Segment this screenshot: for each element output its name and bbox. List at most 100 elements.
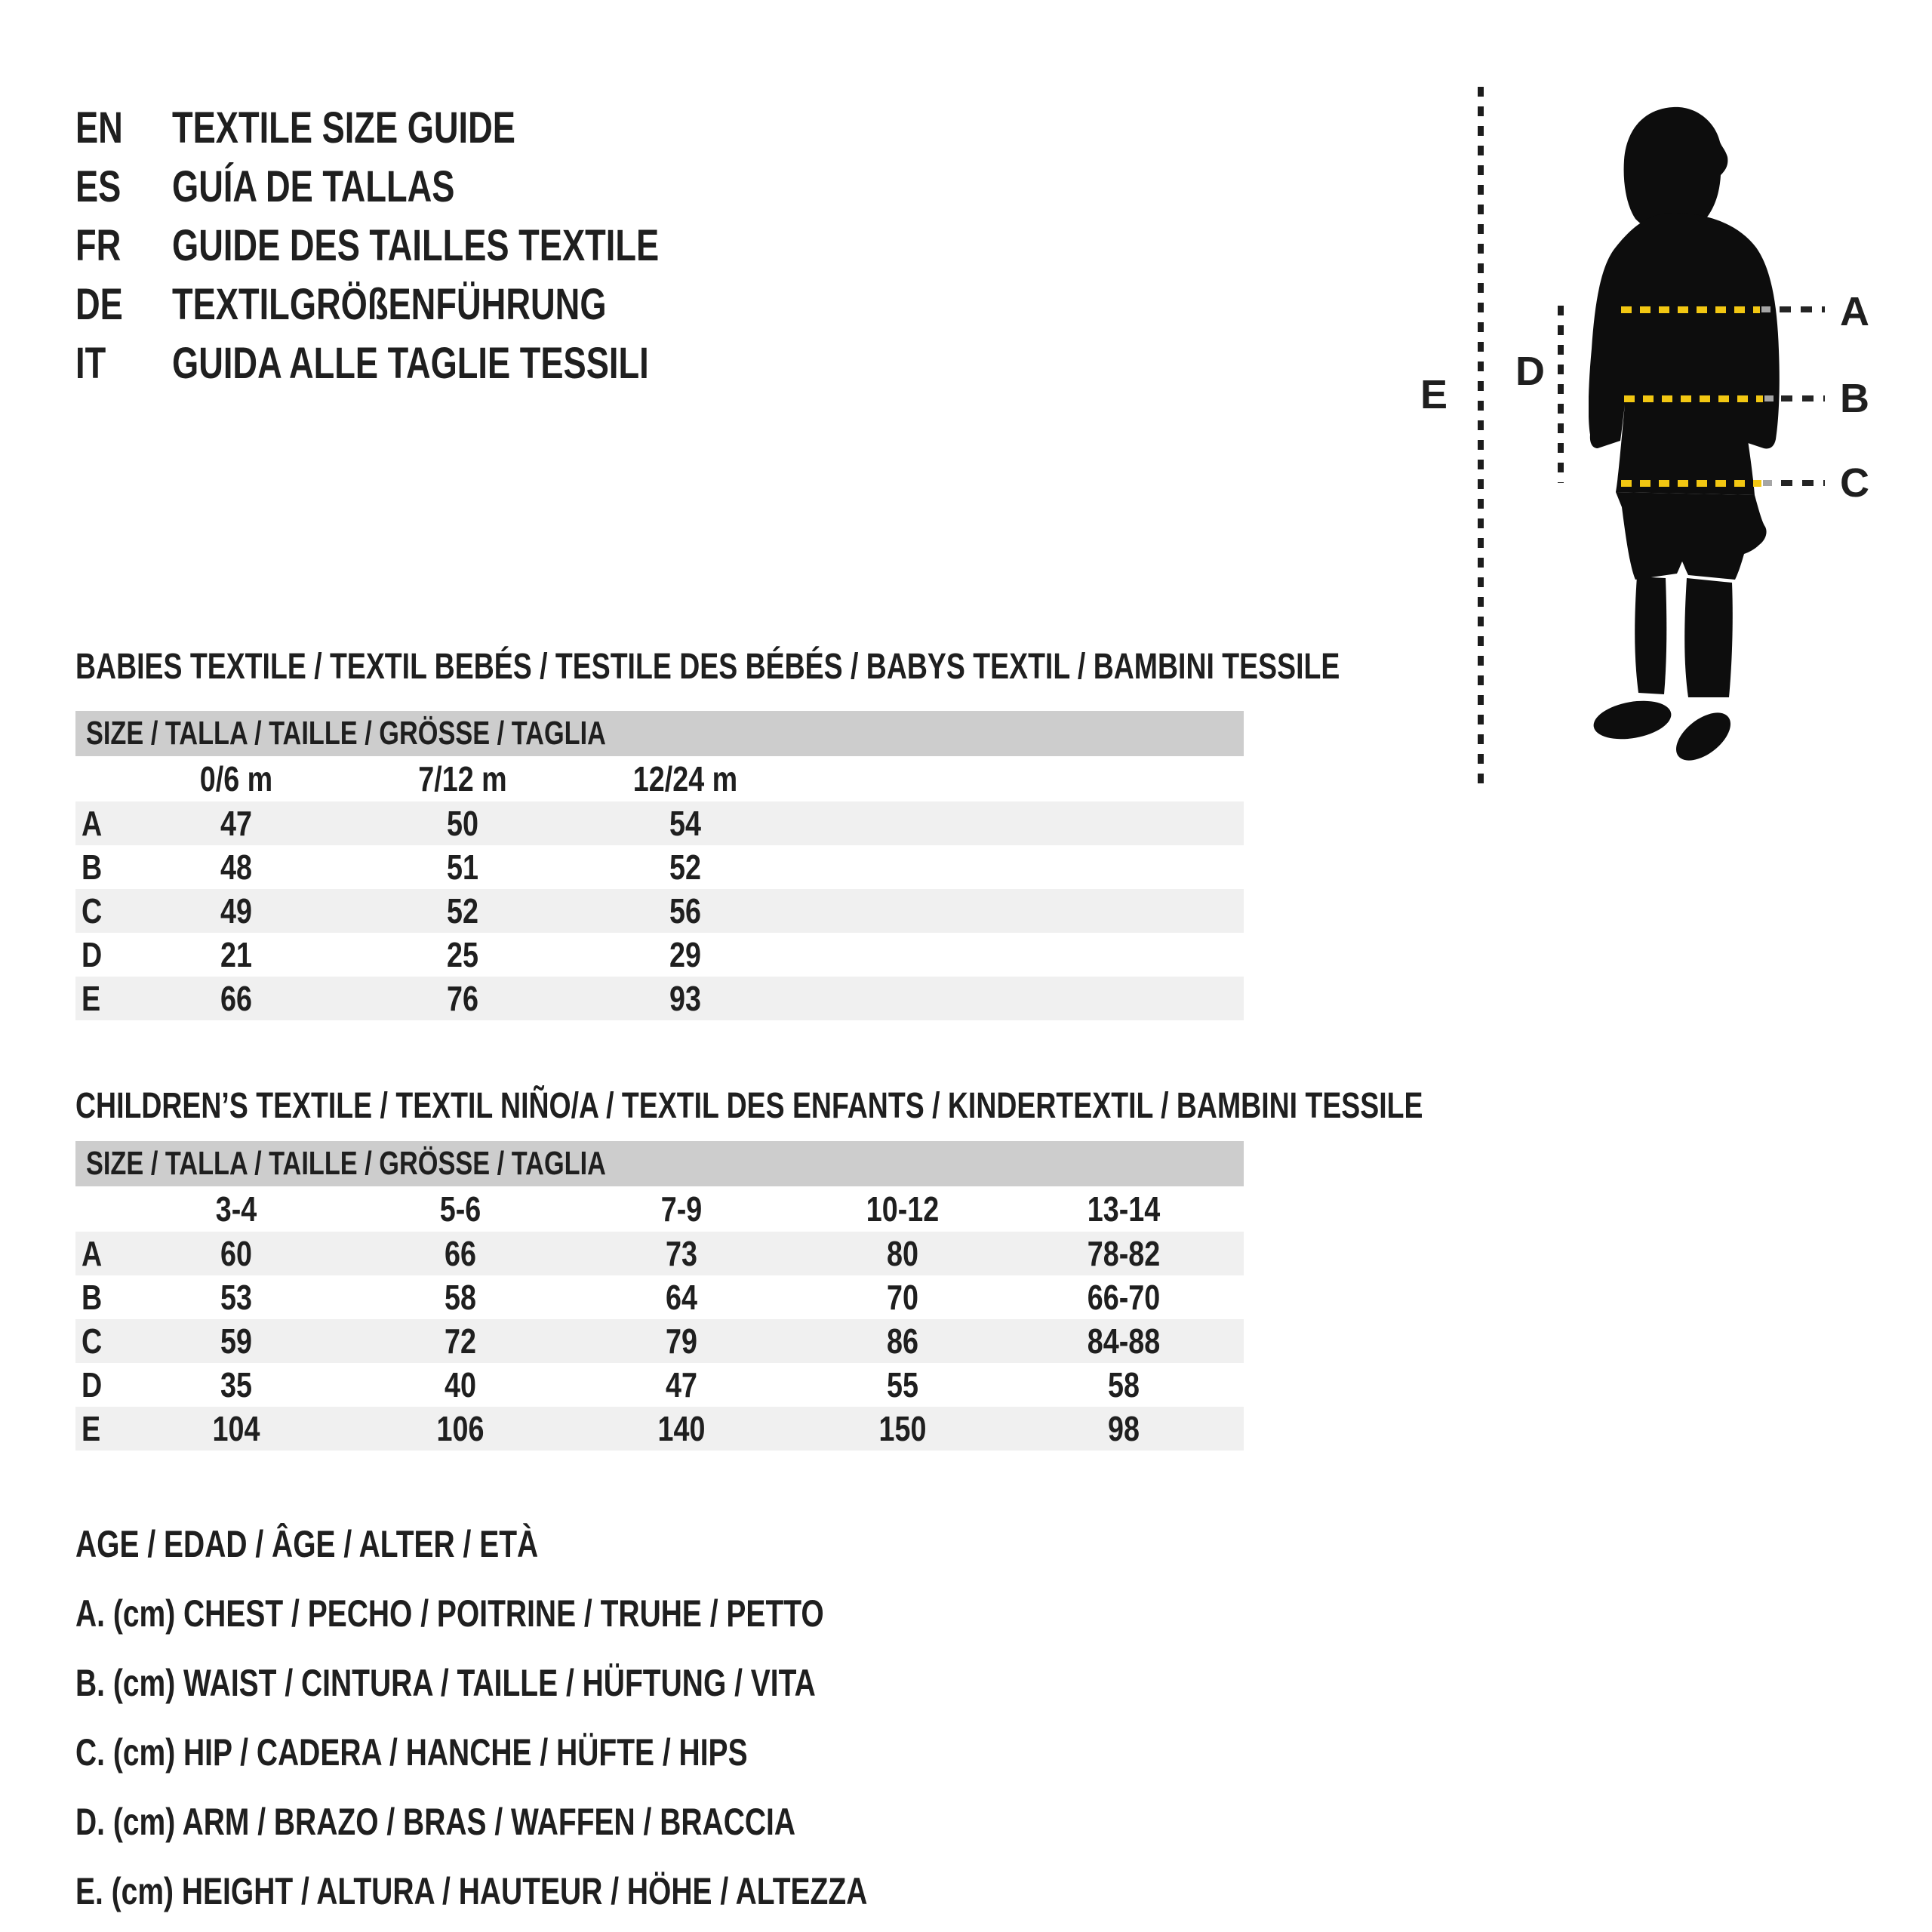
- silhouette-right-shoe: [1676, 712, 1730, 761]
- table-cell: 104: [212, 1409, 260, 1448]
- table-cell: 80: [887, 1234, 918, 1273]
- row-label: C: [82, 1321, 103, 1361]
- legend-row: AGE / EDAD / ÂGE / ALTER / ETÀ: [75, 1509, 669, 1579]
- children-table-header: SIZE / TALLA / TAILLE / GRÖSSE / TAGLIA: [75, 1141, 1244, 1186]
- table-row: A 47 50 54: [75, 801, 1244, 845]
- silhouette-shorts: [1616, 492, 1767, 580]
- height-measure-line-E: [1478, 87, 1484, 785]
- legend-row: B. (cm) WAIST / CINTURA / TAILLE / HÜFTU…: [75, 1648, 1024, 1718]
- table-cell: 40: [445, 1365, 476, 1404]
- row-label: A: [82, 1234, 103, 1273]
- language-code: ES: [75, 162, 122, 211]
- table-row: B 53 58 64 70 66-70: [75, 1275, 1244, 1319]
- table-row: B 48 51 52: [75, 845, 1244, 889]
- table-cell: 93: [669, 979, 701, 1018]
- hip-line-dark: [1781, 480, 1825, 486]
- chest-line-dark: [1780, 306, 1825, 312]
- table-cell: 66-70: [1087, 1278, 1161, 1317]
- legend-row: D. (cm) ARM / BRAZO / BRAS / WAFFEN / BR…: [75, 1787, 998, 1857]
- babies-size-table: SIZE / TALLA / TAILLE / GRÖSSE / TAGLIA …: [75, 711, 1244, 1020]
- table-cell: 76: [447, 979, 478, 1018]
- language-row: EN TEXTILE SIZE GUIDE: [75, 98, 612, 157]
- language-code: IT: [75, 338, 106, 388]
- children-size-table: SIZE / TALLA / TAILLE / GRÖSSE / TAGLIA …: [75, 1141, 1244, 1451]
- children-table-body: A 60 66 73 80 78-82 B 53 58 64 70 66-70 C 59 72 79 86 84-…: [75, 1232, 1244, 1451]
- hip-line-yellow: [1621, 480, 1761, 487]
- measure-label-B: B: [1840, 376, 1869, 421]
- table-cell: 70: [887, 1278, 918, 1317]
- language-code: FR: [75, 220, 122, 270]
- table-row: A 60 66 73 80 78-82: [75, 1232, 1244, 1275]
- legend-text: E. (cm) HEIGHT / ALTURA / HAUTEUR / HÖHE…: [75, 1870, 868, 1912]
- table-cell: 73: [666, 1234, 697, 1273]
- language-code: DE: [75, 279, 123, 329]
- legend-row: E. (cm) HEIGHT / ALTURA / HAUTEUR / HÖHE…: [75, 1857, 1091, 1926]
- table-cell: 58: [445, 1278, 476, 1317]
- table-cell: 53: [220, 1278, 252, 1317]
- column-header: 3-4: [215, 1189, 257, 1229]
- table-cell: 86: [887, 1321, 918, 1361]
- silhouette-left-leg: [1635, 577, 1667, 694]
- table-cell: 140: [657, 1409, 706, 1448]
- measure-label-C: C: [1840, 460, 1869, 506]
- column-header: 5-6: [439, 1189, 481, 1229]
- table-cell: 25: [447, 935, 478, 974]
- column-header: 0/6 m: [199, 759, 273, 798]
- row-label: C: [82, 891, 103, 931]
- table-cell: 58: [1108, 1365, 1140, 1404]
- silhouette-left-shoe: [1593, 700, 1672, 740]
- language-title: GUIDE DES TAILLES TEXTILE: [172, 220, 660, 270]
- language-title: GUIDA ALLE TAGLIE TESSILI: [172, 338, 649, 388]
- table-cell: 106: [436, 1409, 485, 1448]
- table-cell: 21: [220, 935, 252, 974]
- table-cell: 29: [669, 935, 701, 974]
- table-cell: 54: [669, 804, 701, 843]
- table-cell: 78-82: [1087, 1234, 1161, 1273]
- table-cell: 66: [445, 1234, 476, 1273]
- babies-column-headers: 0/6 m 7/12 m 12/24 m: [75, 756, 1244, 801]
- table-row: D 21 25 29: [75, 933, 1244, 977]
- size-header-label: SIZE / TALLA / TAILLE / GRÖSSE / TAGLIA: [86, 1145, 606, 1182]
- babies-section-title: BABIES TEXTILE / TEXTIL BEBÉS / TESTILE …: [75, 647, 1340, 687]
- table-cell: 72: [445, 1321, 476, 1361]
- language-code: EN: [75, 103, 123, 152]
- table-cell: 49: [220, 891, 252, 931]
- row-label: E: [82, 979, 101, 1018]
- waist-line-dark: [1781, 395, 1825, 401]
- table-cell: 35: [220, 1365, 252, 1404]
- language-row: DE TEXTILGRÖßENFÜHRUNG: [75, 275, 729, 334]
- table-cell: 98: [1108, 1409, 1140, 1448]
- waist-line-yellow: [1624, 395, 1763, 402]
- measure-label-E: E: [1420, 372, 1448, 417]
- legend-row: A. (cm) CHEST / PECHO / POITRINE / TRUHE…: [75, 1579, 1035, 1648]
- table-cell: 66: [220, 979, 252, 1018]
- language-row: FR GUIDE DES TAILLES TEXTILE: [75, 216, 796, 275]
- table-cell: 79: [666, 1321, 697, 1361]
- table-cell: 55: [887, 1365, 918, 1404]
- row-label: D: [82, 1365, 103, 1404]
- table-cell: 84-88: [1087, 1321, 1161, 1361]
- child-silhouette-illustration: [1589, 106, 1780, 761]
- table-cell: 150: [878, 1409, 927, 1448]
- size-header-label: SIZE / TALLA / TAILLE / GRÖSSE / TAGLIA: [86, 715, 606, 752]
- measure-label-A: A: [1840, 289, 1869, 334]
- table-row: D 35 40 47 55 58: [75, 1363, 1244, 1407]
- arm-measure-line-D: [1558, 306, 1564, 483]
- column-header: 13-14: [1087, 1189, 1161, 1229]
- row-label: A: [82, 804, 103, 843]
- row-label: D: [82, 935, 103, 974]
- chest-line-yellow: [1621, 306, 1760, 313]
- row-label: B: [82, 848, 103, 887]
- table-cell: 52: [669, 848, 701, 887]
- legend-text: AGE / EDAD / ÂGE / ALTER / ETÀ: [75, 1523, 539, 1565]
- language-title: TEXTILE SIZE GUIDE: [172, 103, 515, 152]
- column-header: 7/12 m: [418, 759, 507, 798]
- legend-text: A. (cm) CHEST / PECHO / POITRINE / TRUHE…: [75, 1592, 824, 1635]
- table-cell: 47: [220, 804, 252, 843]
- silhouette-right-leg: [1684, 578, 1733, 697]
- legend-text: D. (cm) ARM / BRAZO / BRAS / WAFFEN / BR…: [75, 1801, 796, 1843]
- language-row: ES GUÍA DE TALLAS: [75, 157, 534, 216]
- table-cell: 56: [669, 891, 701, 931]
- babies-table-header: SIZE / TALLA / TAILLE / GRÖSSE / TAGLIA: [75, 711, 1244, 756]
